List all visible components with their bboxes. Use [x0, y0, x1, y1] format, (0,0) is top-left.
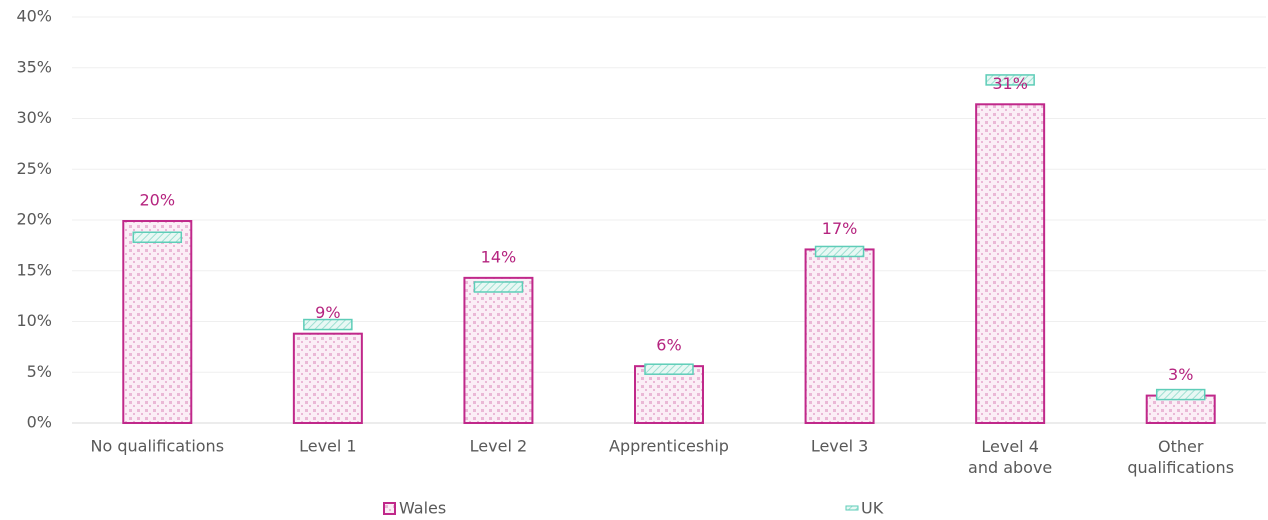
y-tick-label: 10%: [16, 311, 52, 330]
y-tick-label: 5%: [27, 362, 52, 381]
bar: [292, 332, 363, 424]
value-label: 6%: [656, 336, 681, 355]
x-tick-label: Level 4 and above: [968, 437, 1052, 477]
bar: [463, 276, 534, 425]
uk-marker: [1155, 388, 1206, 401]
x-tick-label: Level 1: [299, 437, 357, 456]
y-tick-label: 0%: [27, 413, 52, 432]
y-tick-label: 15%: [16, 260, 52, 279]
y-tick-label: 35%: [16, 57, 52, 76]
y-tick-label: 20%: [16, 210, 52, 229]
legend-swatch: [845, 505, 859, 511]
uk-marker: [814, 245, 865, 258]
y-tick-label: 30%: [16, 108, 52, 127]
value-label: 20%: [140, 191, 176, 210]
value-label: 9%: [315, 303, 340, 322]
legend-label: UK: [861, 499, 884, 518]
y-tick-label: 40%: [16, 7, 52, 26]
value-label: 3%: [1168, 365, 1193, 384]
uk-marker: [303, 318, 353, 331]
uk-marker: [132, 231, 183, 244]
bar: [975, 103, 1046, 424]
value-label: 17%: [822, 219, 858, 238]
uk-marker: [985, 74, 1035, 86]
value-label: 31%: [992, 74, 1028, 93]
value-label: 14%: [481, 247, 517, 266]
x-tick-label: Apprenticeship: [609, 437, 729, 456]
x-tick-label: No qualifications: [91, 437, 225, 456]
x-tick-label: Other qualifications: [1127, 437, 1234, 477]
x-tick-label: Level 3: [811, 437, 869, 456]
x-tick-label: Level 2: [470, 437, 528, 456]
bar: [804, 248, 875, 424]
bar: [634, 365, 704, 425]
legend-label: Wales: [399, 499, 446, 518]
bar: [122, 220, 193, 424]
legend-swatch: [383, 502, 396, 515]
uk-marker: [473, 281, 524, 293]
uk-marker: [644, 363, 694, 375]
y-tick-label: 25%: [16, 159, 52, 178]
